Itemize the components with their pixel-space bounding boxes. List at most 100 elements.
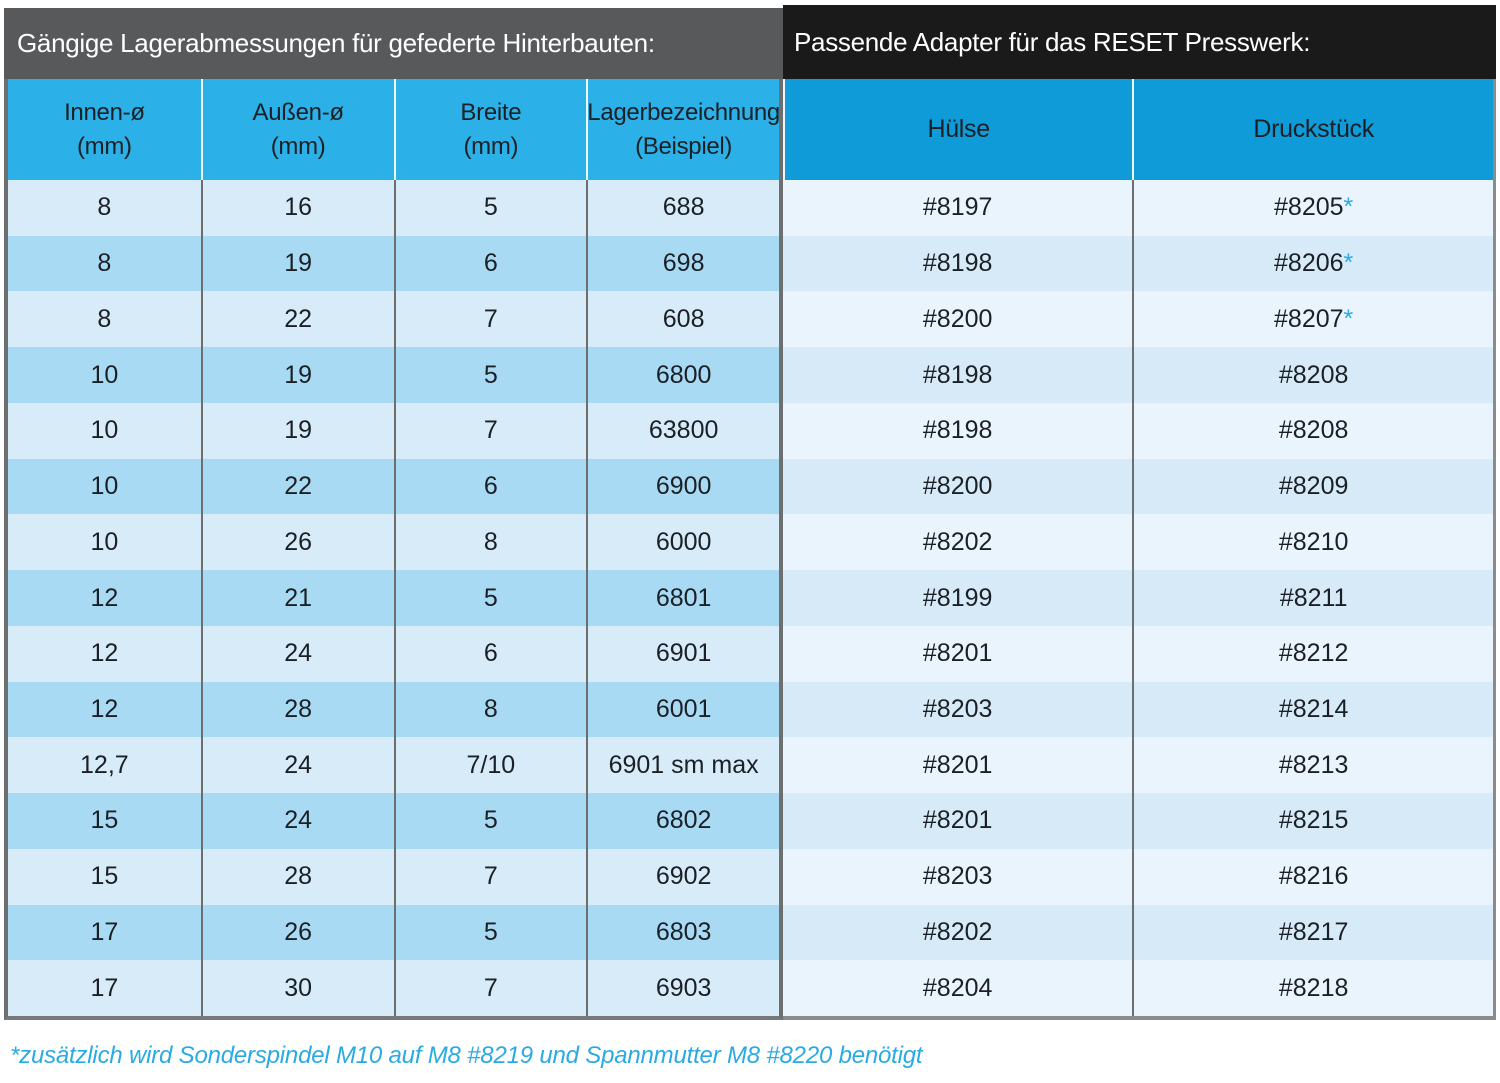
cell-innen: 12 xyxy=(8,681,201,738)
cell-druckstueck: #8218 xyxy=(1132,960,1493,1017)
cell-innen: 12,7 xyxy=(8,737,201,794)
column-header-aussen: Außen-ø (mm) xyxy=(200,79,394,180)
cell-lager: 6901 xyxy=(586,625,779,682)
column-header-unit: (mm) xyxy=(463,132,519,160)
cell-innen: 10 xyxy=(8,458,201,515)
cell-breite: 6 xyxy=(393,235,587,292)
druckstueck-value: #8209 xyxy=(1278,472,1349,501)
cell-huelse: #8200 xyxy=(783,458,1133,515)
bearing-dimensions-table: Innen-ø (mm) Außen-ø (mm) Breite (mm) La… xyxy=(4,79,783,1020)
table-row: #8201 #8212 xyxy=(783,625,1493,682)
cell-druckstueck: #8208 xyxy=(1132,347,1493,403)
cell-innen: 10 xyxy=(8,514,201,571)
druckstueck-value: #8210 xyxy=(1278,527,1349,556)
cell-huelse: #8201 xyxy=(783,625,1133,682)
cell-aussen: 21 xyxy=(200,570,394,626)
adapter-section: Passende Adapter für das RESET Presswerk… xyxy=(783,5,1496,1020)
cell-innen: 8 xyxy=(8,291,201,348)
table-row: #8199 #8211 xyxy=(783,570,1493,626)
table-row: 8 19 6 698 xyxy=(8,235,779,292)
column-header-huelse: Hülse xyxy=(783,79,1133,180)
footnote-special-spindle-note: *zusätzlich wird Sonderspindel M10 auf M… xyxy=(10,1042,923,1069)
column-header-unit: (mm) xyxy=(270,132,326,160)
cell-huelse: #8198 xyxy=(783,402,1133,459)
cell-druckstueck: #8205 * xyxy=(1132,180,1493,236)
cell-breite: 7 xyxy=(393,402,587,459)
table-row: #8202 #8217 xyxy=(783,904,1493,961)
cell-aussen: 30 xyxy=(200,960,394,1017)
cell-breite: 7 xyxy=(393,960,587,1017)
column-header-label: Innen-ø xyxy=(64,98,145,126)
table-row: #8198 #8206 * xyxy=(783,235,1493,292)
bearing-dimensions-header-row: Innen-ø (mm) Außen-ø (mm) Breite (mm) La… xyxy=(8,79,780,180)
cell-lager: 63800 xyxy=(586,402,779,459)
table-row: 10 26 8 6000 xyxy=(8,514,779,571)
table-row: 10 22 6 6900 xyxy=(8,458,779,515)
table-row: #8201 #8215 xyxy=(783,793,1493,849)
cell-breite: 6 xyxy=(393,625,587,682)
druckstueck-value: #8206 xyxy=(1274,249,1344,278)
bearing-adapter-tables: Gängige Lagerabmessungen für gefederte H… xyxy=(4,5,1496,1020)
cell-druckstueck: #8217 xyxy=(1132,904,1493,961)
table-row: #8203 #8216 xyxy=(783,848,1493,905)
cell-aussen: 26 xyxy=(200,514,394,571)
cell-huelse: #8198 xyxy=(783,235,1133,292)
table-row: 8 16 5 688 xyxy=(8,180,779,236)
cell-aussen: 19 xyxy=(200,235,394,292)
column-header-label: Breite xyxy=(460,98,522,126)
cell-lager: 6001 xyxy=(586,681,779,738)
table-row: 12,7 24 7/10 6901 sm max xyxy=(8,737,779,794)
cell-aussen: 28 xyxy=(200,848,394,905)
cell-innen: 10 xyxy=(8,402,201,459)
cell-druckstueck: #8211 xyxy=(1132,570,1493,626)
cell-breite: 6 xyxy=(393,458,587,515)
table-row: 15 24 5 6802 xyxy=(8,793,779,849)
cell-aussen: 28 xyxy=(200,681,394,738)
cell-breite: 7/10 xyxy=(393,737,587,794)
cell-aussen: 24 xyxy=(200,625,394,682)
druckstueck-value: #8207 xyxy=(1274,304,1344,333)
table-row: 12 24 6 6901 xyxy=(8,625,779,682)
column-header-label: Lagerbezeichnung xyxy=(587,98,780,126)
druckstueck-value: #8208 xyxy=(1278,360,1349,389)
column-header-lagerbezeichnung: Lagerbezeichnung (Beispiel) xyxy=(586,79,780,180)
table-row: 17 26 5 6803 xyxy=(8,904,779,961)
cell-lager: 6900 xyxy=(586,458,779,515)
cell-innen: 8 xyxy=(8,180,201,236)
cell-druckstueck: #8206 * xyxy=(1132,235,1493,292)
cell-lager: 6801 xyxy=(586,570,779,626)
cell-lager: 6901 sm max xyxy=(586,737,779,794)
cell-huelse: #8202 xyxy=(783,904,1133,961)
cell-lager: 6803 xyxy=(586,904,779,961)
cell-breite: 5 xyxy=(393,180,587,236)
cell-lager: 608 xyxy=(586,291,779,348)
druckstueck-value: #8215 xyxy=(1278,806,1349,835)
column-header-unit: (Beispiel) xyxy=(635,132,733,160)
bearing-dimensions-section: Gängige Lagerabmessungen für gefederte H… xyxy=(4,5,783,1020)
cell-lager: 698 xyxy=(586,235,779,292)
column-header-druckstueck: Druckstück xyxy=(1132,79,1493,180)
cell-innen: 8 xyxy=(8,235,201,292)
cell-huelse: #8200 xyxy=(783,291,1133,348)
druckstueck-value: #8212 xyxy=(1278,639,1349,668)
table-row: #8198 #8208 xyxy=(783,402,1493,459)
cell-huelse: #8204 xyxy=(783,960,1133,1017)
bearing-dimensions-body: 8 16 5 688 8 19 6 698 8 22 7 608 10 19 5 6800 10 19 7 63800… xyxy=(8,180,779,1017)
druckstueck-value: #8213 xyxy=(1278,750,1349,779)
druckstueck-value: #8205 xyxy=(1274,193,1344,222)
druckstueck-value: #8208 xyxy=(1278,416,1349,445)
column-header-label: Außen-ø xyxy=(252,98,344,126)
cell-aussen: 19 xyxy=(200,347,394,403)
asterisk-marker: * xyxy=(1343,249,1354,278)
druckstueck-value: #8216 xyxy=(1278,862,1349,891)
cell-huelse: #8203 xyxy=(783,848,1133,905)
cell-innen: 15 xyxy=(8,793,201,849)
asterisk-marker: * xyxy=(1343,304,1354,333)
cell-druckstueck: #8212 xyxy=(1132,625,1493,682)
cell-innen: 12 xyxy=(8,570,201,626)
adapter-title: Passende Adapter für das RESET Presswerk… xyxy=(783,5,1496,79)
druckstueck-value: #8218 xyxy=(1278,973,1349,1002)
cell-lager: 6903 xyxy=(586,960,779,1017)
cell-breite: 8 xyxy=(393,681,587,738)
cell-lager: 6000 xyxy=(586,514,779,571)
